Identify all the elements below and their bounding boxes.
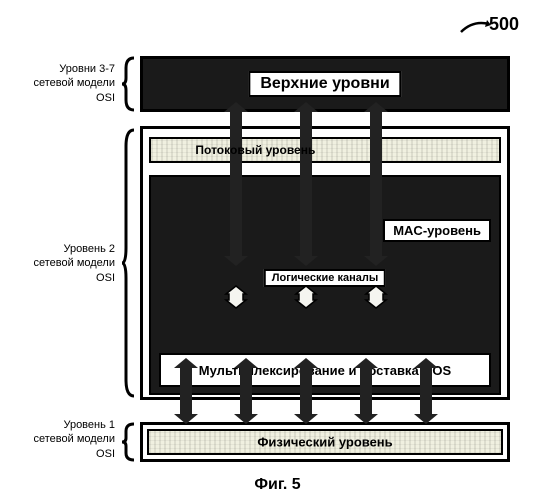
dark-band: Верхние уровни: [143, 59, 507, 109]
stream-layer-label: Потоковый уровень: [195, 143, 315, 157]
brace-layer1: [120, 422, 134, 462]
upper-layers-block: Верхние уровни: [140, 56, 510, 112]
brace-layers37: [120, 56, 134, 112]
logical-channels-label: Логические каналы: [264, 269, 386, 287]
bracket-line: OSI: [20, 91, 115, 105]
bracket-line: сетевой модели: [20, 256, 115, 270]
bracket-line: Уровень 1: [20, 418, 115, 432]
layer2-block: Потоковый уровень MAC-уровень Логические…: [140, 126, 510, 400]
physical-layer-label: Физический уровень: [257, 435, 392, 450]
mux-bar: Мультиплексирование и доставка QOS: [159, 353, 491, 387]
figure-number-text: 500: [489, 14, 519, 34]
bracket-label-layer2: Уровень 2 сетевой модели OSI: [20, 242, 115, 285]
bracket-line: Уровень 2: [20, 242, 115, 256]
mux-label: Мультиплексирование и доставка QOS: [199, 363, 451, 378]
bracket-line: сетевой модели: [20, 76, 115, 90]
physical-layer-block: Физический уровень: [140, 422, 510, 462]
bracket-line: Уровни 3-7: [20, 62, 115, 76]
physical-layer-bar: Физический уровень: [147, 429, 503, 455]
figure-caption: Фиг. 5: [254, 476, 300, 494]
bracket-label-layer1: Уровень 1 сетевой модели OSI: [20, 418, 115, 461]
bracket-line: OSI: [20, 271, 115, 285]
mac-label: MAC-уровень: [383, 219, 491, 242]
bracket-label-layers37: Уровни 3-7 сетевой модели OSI: [20, 62, 115, 105]
bracket-line: сетевой модели: [20, 432, 115, 446]
stream-layer-bar: Потоковый уровень: [149, 137, 501, 163]
upper-layers-label: Верхние уровни: [248, 71, 401, 97]
mac-zone: MAC-уровень Логические каналы Мультиплек…: [149, 175, 501, 395]
bracket-line: OSI: [20, 447, 115, 461]
figure-number: 500: [489, 14, 519, 35]
brace-layer2: [120, 126, 134, 400]
